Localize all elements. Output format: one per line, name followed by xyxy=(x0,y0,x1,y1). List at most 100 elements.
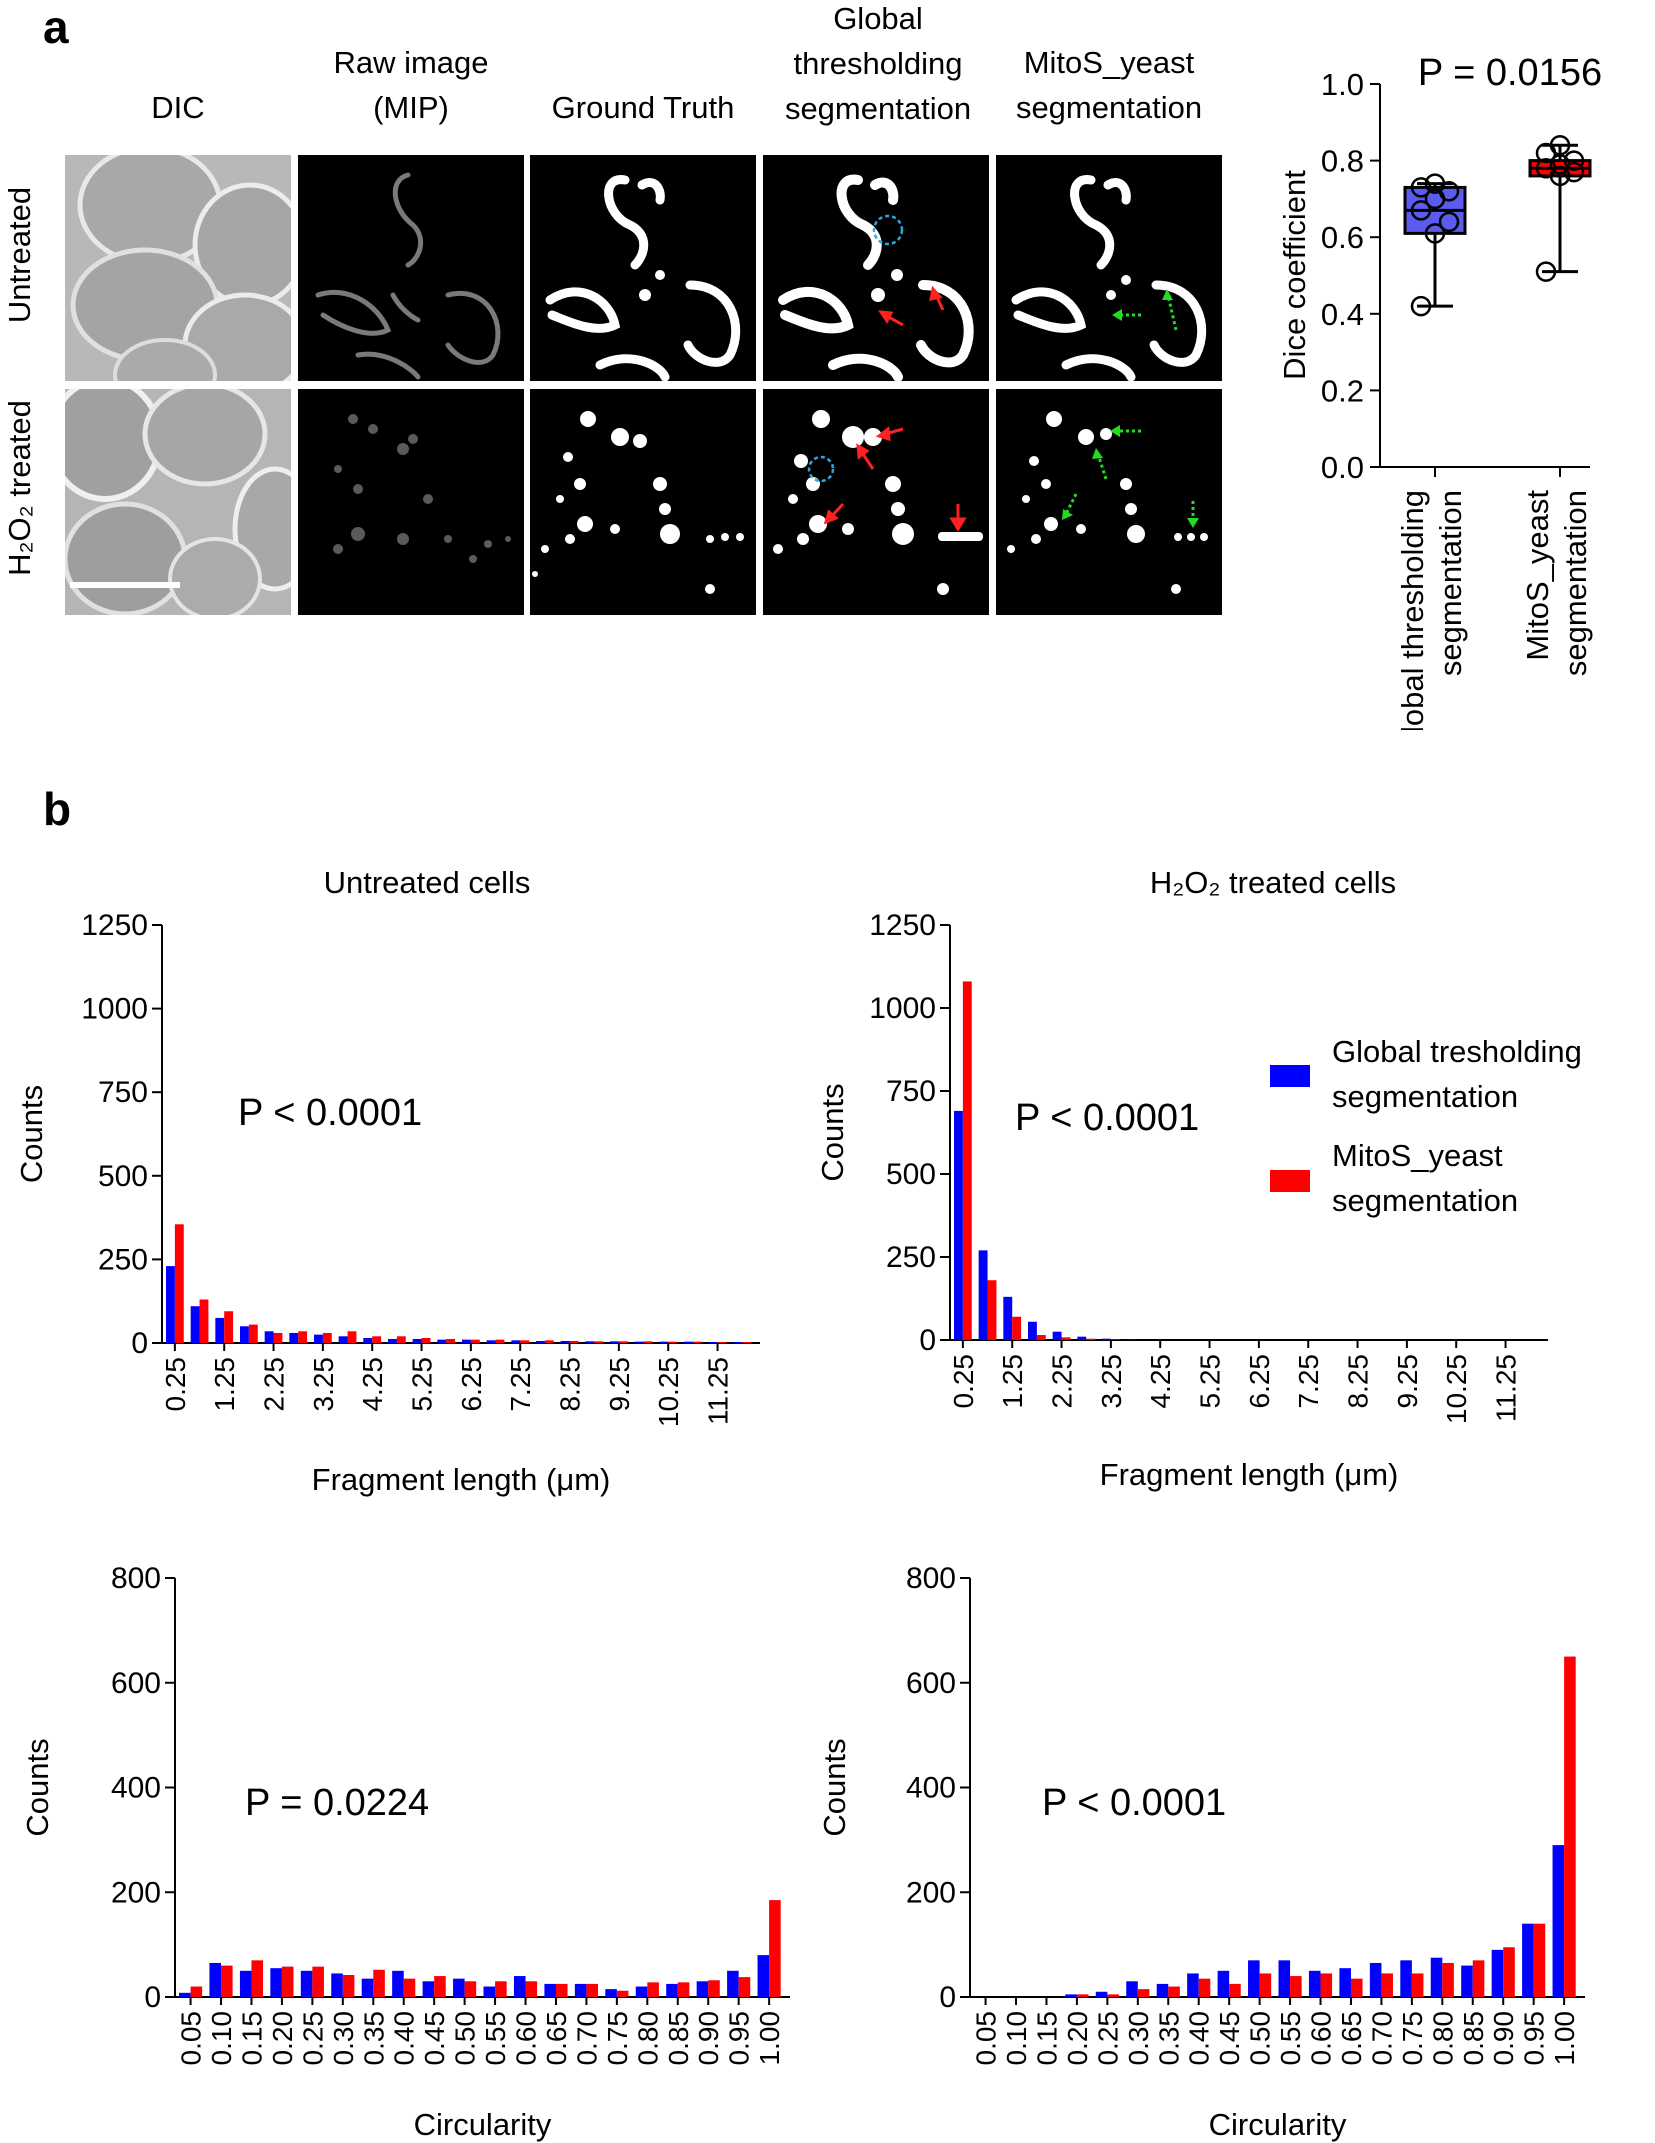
x-tick-label: 0.20 xyxy=(267,2011,298,2066)
y-tick-label: 200 xyxy=(906,1876,956,1909)
bar-mitos xyxy=(322,1332,332,1343)
x-tick-label: 6.25 xyxy=(456,1357,487,1412)
bar-mitos xyxy=(273,1332,283,1343)
bar-global xyxy=(978,1250,988,1340)
x-tick-label: 0.95 xyxy=(724,2011,755,2066)
y-tick-label: 600 xyxy=(906,1667,956,1700)
bar-global xyxy=(634,1341,644,1343)
bar-mitos xyxy=(520,1340,530,1343)
x-tick-label: 0.25 xyxy=(1092,2011,1123,2066)
y-tick-label: 750 xyxy=(886,1075,936,1108)
bar-global xyxy=(635,1986,648,1997)
p-value-annotation: P < 0.0001 xyxy=(238,1092,422,1134)
x-tick-label: 0.85 xyxy=(663,2011,694,2066)
bar-global xyxy=(363,1337,373,1343)
bar-global xyxy=(574,1983,587,1997)
bar-mitos xyxy=(1290,1976,1302,1997)
x-tick-label: 10.25 xyxy=(1441,1354,1472,1424)
x-tick-label: 0.90 xyxy=(693,2011,724,2066)
bar-global xyxy=(1248,1960,1260,1997)
bar-mitos xyxy=(1110,1339,1120,1340)
y-tick-label: 0.8 xyxy=(1321,144,1364,179)
x-tick-label: 0.70 xyxy=(1366,2011,1397,2066)
x-tick-label: 0.35 xyxy=(1153,2011,1184,2066)
bar-global xyxy=(437,1339,447,1343)
bar-global xyxy=(483,1986,496,1997)
scale-bar xyxy=(70,582,180,588)
x-tick-label: 0.25 xyxy=(160,1357,191,1412)
x-tick-label: 0.70 xyxy=(571,2011,602,2066)
column-header-ground-truth: Ground Truth xyxy=(551,90,735,125)
x-tick-label: 0.55 xyxy=(480,2011,511,2066)
panel-a-letter: a xyxy=(43,1,69,53)
bar-global xyxy=(605,1989,617,1997)
bar-global xyxy=(659,1341,669,1343)
x-tick-label: 11.25 xyxy=(703,1357,734,1425)
x-tick-label: 0.45 xyxy=(419,2011,450,2066)
raw-image-h2o2 xyxy=(298,389,524,615)
column-header-raw: Raw image (MIP) xyxy=(333,45,489,125)
bar-global xyxy=(1077,1336,1087,1340)
x-tick-label: 2.25 xyxy=(259,1357,290,1412)
mitos-seg-h2o2 xyxy=(996,389,1222,615)
bar-mitos xyxy=(224,1311,234,1343)
bar-global xyxy=(1278,1960,1291,1997)
x-tick-label: 0.95 xyxy=(1519,2011,1550,2066)
bar-global xyxy=(1430,1957,1443,1997)
y-tick-label: 400 xyxy=(111,1772,161,1805)
y-tick-label: 0.4 xyxy=(1321,297,1364,332)
bar-global xyxy=(666,1983,678,1997)
x-tick-label: 0.75 xyxy=(1397,2011,1428,2066)
bar-mitos xyxy=(594,1341,604,1343)
mitos-seg-untreated xyxy=(996,155,1222,381)
y-tick-label: 1000 xyxy=(81,993,148,1026)
bar-global xyxy=(412,1338,422,1343)
bar-mitos xyxy=(1533,1923,1546,1997)
bar-mitos xyxy=(742,1341,752,1343)
bar-global xyxy=(422,1981,435,1997)
x-tick-label: 0.80 xyxy=(1427,2011,1458,2066)
y-axis-label: Counts xyxy=(20,1738,55,1836)
data-point xyxy=(1549,135,1571,156)
data-point xyxy=(1535,261,1557,282)
row-header-untreated: Untreated xyxy=(2,186,37,324)
bar-mitos xyxy=(248,1324,258,1343)
bar-mitos xyxy=(544,1340,554,1343)
y-tick-label: 400 xyxy=(906,1772,956,1805)
bar-global xyxy=(536,1340,545,1343)
bar-global xyxy=(544,1983,556,1997)
x-tick-label: 0.60 xyxy=(511,2011,542,2066)
bar-mitos xyxy=(372,1336,382,1343)
bar-global xyxy=(1522,1923,1534,1997)
y-tick-label: 500 xyxy=(98,1160,148,1193)
legend-swatch-global xyxy=(1270,1065,1310,1087)
column-header-global: Global thresholding segmentation xyxy=(784,1,972,126)
bar-global xyxy=(331,1973,343,1997)
legend-label-mitos: segmentation xyxy=(1332,1183,1518,1218)
bar-global xyxy=(190,1306,200,1343)
data-point xyxy=(1410,177,1432,198)
x-tick-label: 0.35 xyxy=(358,2011,389,2066)
bar-global xyxy=(1065,1994,1077,1997)
bar-global xyxy=(1461,1965,1473,1997)
bar-mitos xyxy=(464,1981,477,1997)
x-tick-label: 3.25 xyxy=(1096,1354,1127,1409)
y-tick-label: 0 xyxy=(939,1981,956,2014)
bar-mitos xyxy=(396,1336,406,1343)
x-axis-label: Fragment length (μm) xyxy=(1100,1457,1399,1492)
y-axis-label: Counts xyxy=(817,1738,852,1836)
x-tick-label: 4.25 xyxy=(357,1357,388,1412)
x-tick-label: 0.65 xyxy=(541,2011,572,2066)
bar-global xyxy=(708,1341,718,1343)
fragment-length-h2o2-chart: H₂O₂ treated cells 0 250 500 750 1000 1250 Coun… xyxy=(815,865,1582,1492)
x-tick-label: 0.50 xyxy=(1245,2011,1276,2066)
bar-global xyxy=(270,1968,282,1997)
bar-global xyxy=(560,1340,570,1343)
x-category-label: segmentation xyxy=(1558,490,1593,676)
y-tick-label: 600 xyxy=(111,1667,161,1700)
bar-global xyxy=(1052,1331,1062,1340)
dice-p-value: P = 0.0156 xyxy=(1418,52,1602,94)
row-header-h2o2: H₂O₂ treated xyxy=(2,400,37,576)
bar-global xyxy=(1369,1962,1382,1997)
y-tick-label: 500 xyxy=(886,1158,936,1191)
